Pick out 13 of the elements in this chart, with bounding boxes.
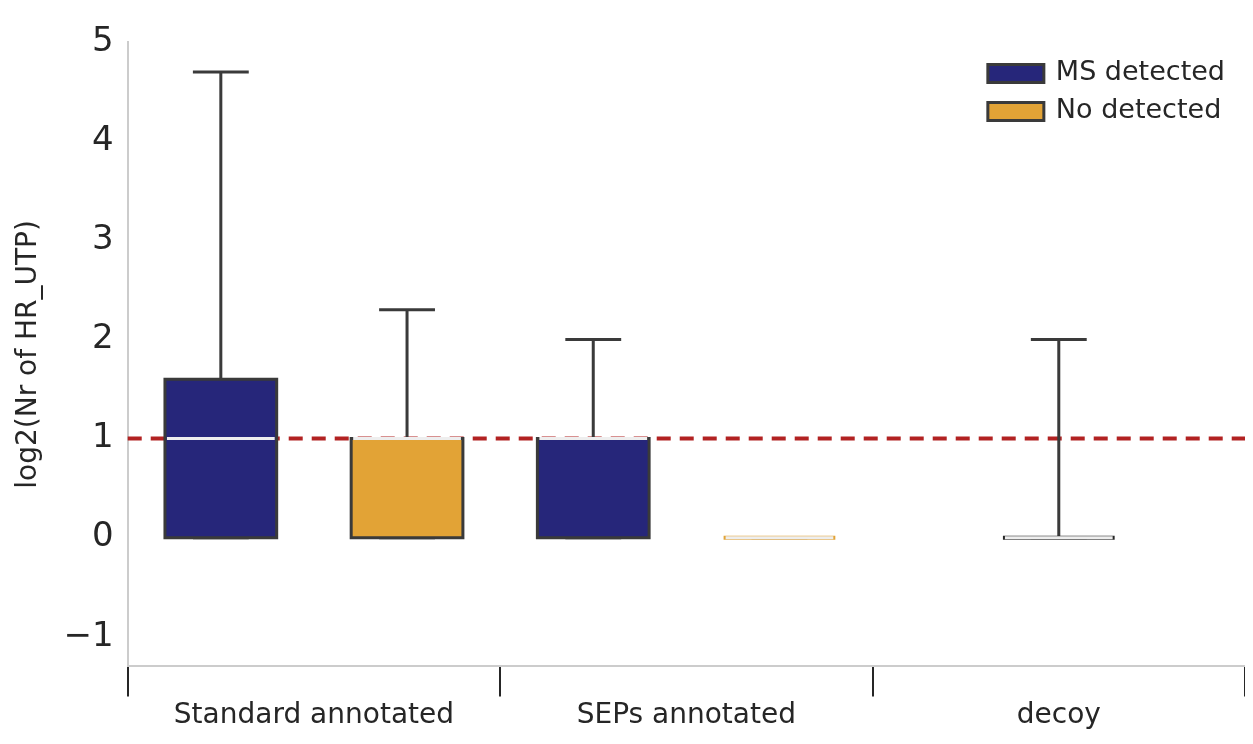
y-axis-title: log2(Nr of HR_UTP)	[10, 220, 44, 489]
y-tick-label: 2	[92, 316, 114, 357]
legend-label: MS detected	[1055, 55, 1226, 87]
y-tick-label: 4	[92, 118, 114, 159]
y-tick-label: 5	[92, 19, 114, 60]
y-tick-label: 3	[92, 217, 114, 258]
y-tick-label: −1	[63, 613, 114, 654]
x-tick-label: Standard annotated	[173, 697, 455, 731]
y-tick-label: 0	[92, 514, 114, 555]
x-tick-label: SEPs annotated	[576, 697, 796, 731]
x-tick-label: decoy	[1016, 697, 1101, 731]
y-tick-label: 1	[92, 415, 114, 456]
legend-label: No detected	[1055, 93, 1222, 125]
